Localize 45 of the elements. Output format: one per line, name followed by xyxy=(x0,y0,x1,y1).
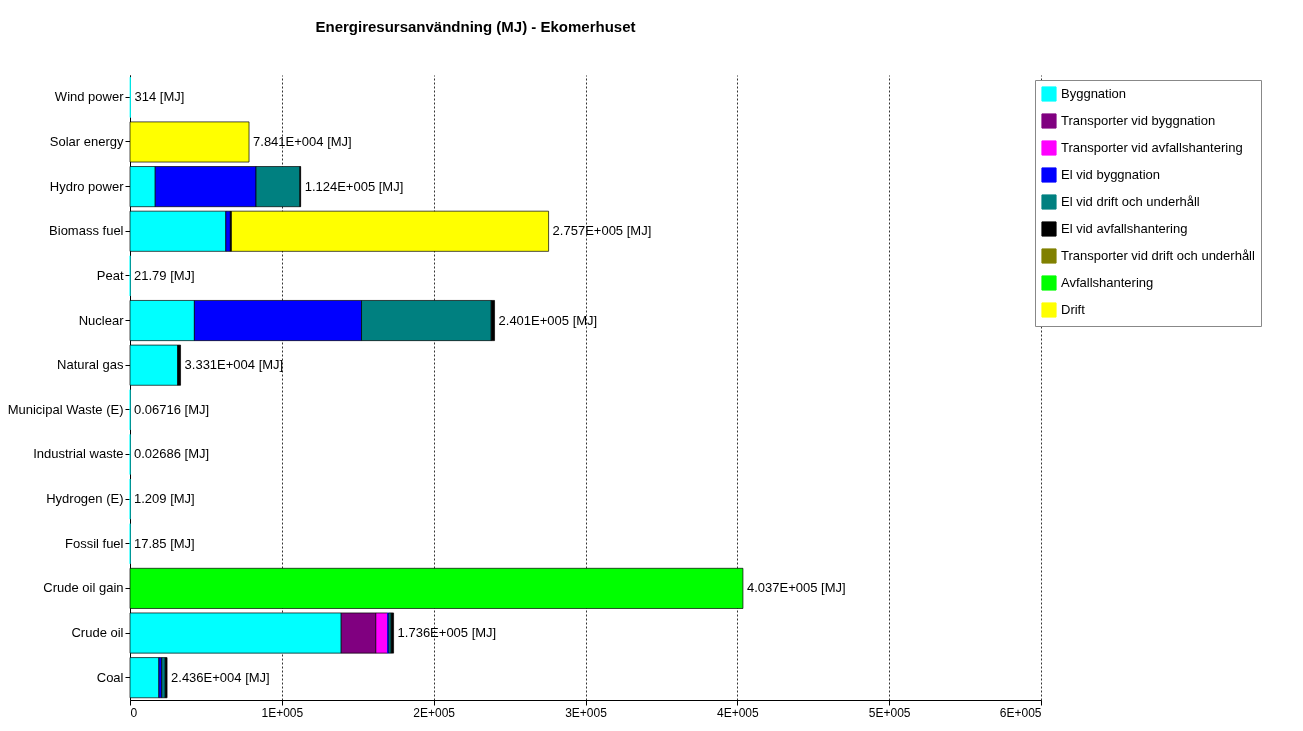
total-label: 1.209 [MJ] xyxy=(134,491,195,507)
y-tick-label: Natural gas xyxy=(57,357,124,373)
y-tick-label: Crude oil gain xyxy=(43,580,124,596)
y-tick-label: Crude oil xyxy=(71,625,124,641)
total-label: 1.736E+005 [MJ] xyxy=(397,625,497,641)
chart-title: Energiresursanvändning (MJ) - Ekomerhuset xyxy=(315,18,636,35)
total-label: 17.85 [MJ] xyxy=(134,535,195,551)
total-label: 0.06716 [MJ] xyxy=(134,401,210,417)
y-tick-label: Hydro power xyxy=(49,178,125,194)
legend-label: El vid byggnation xyxy=(1061,167,1161,182)
legend-label: El vid avfallshantering xyxy=(1061,221,1188,236)
total-label: 7.841E+004 [MJ] xyxy=(253,133,352,149)
total-label: 2.436E+004 [MJ] xyxy=(171,669,270,685)
y-tick-label: Coal xyxy=(96,669,124,685)
y-tick-label: Peat xyxy=(96,267,124,283)
total-label: 314 [MJ] xyxy=(134,89,185,105)
legend-label: Transporter vid byggnation xyxy=(1061,113,1216,128)
total-label: 0.02686 [MJ] xyxy=(134,446,210,462)
x-tick-label: 1E+005 xyxy=(261,705,304,720)
x-tick-label: 6E+005 xyxy=(999,705,1042,720)
total-label: 3.331E+004 [MJ] xyxy=(184,357,284,373)
x-tick-label: 3E+005 xyxy=(565,705,608,720)
y-tick-label: Hydrogen (E) xyxy=(46,491,124,507)
legend-label: Transporter vid drift och underhåll xyxy=(1061,248,1255,263)
y-tick-label: Fossil fuel xyxy=(64,535,124,551)
legend-label: Drift xyxy=(1061,302,1086,317)
total-label: 4.037E+005 [MJ] xyxy=(746,580,846,596)
y-tick-label: Industrial waste xyxy=(33,446,124,462)
y-tick-label: Solar energy xyxy=(49,133,124,149)
total-label: 2.757E+005 [MJ] xyxy=(552,223,652,239)
y-tick-label: Municipal Waste (E) xyxy=(7,401,124,417)
y-tick-label: Nuclear xyxy=(78,312,125,328)
total-label: 1.124E+005 [MJ] xyxy=(304,178,404,194)
x-tick-label: 0 xyxy=(130,705,138,720)
legend-label: Avfallshantering xyxy=(1061,275,1154,290)
y-tick-label: Biomass fuel xyxy=(49,223,124,239)
x-tick-label: 5E+005 xyxy=(868,705,911,720)
total-label: 21.79 [MJ] xyxy=(134,267,195,283)
x-tick-label: 2E+005 xyxy=(413,705,456,720)
legend-label: El vid drift och underhåll xyxy=(1061,194,1200,209)
x-tick-label: 4E+005 xyxy=(716,705,760,720)
y-tick-label: Wind power xyxy=(54,89,125,105)
total-label: 2.401E+005 [MJ] xyxy=(498,312,598,328)
legend-label: Byggnation xyxy=(1061,86,1127,101)
legend-label: Transporter vid avfallshantering xyxy=(1061,140,1243,155)
